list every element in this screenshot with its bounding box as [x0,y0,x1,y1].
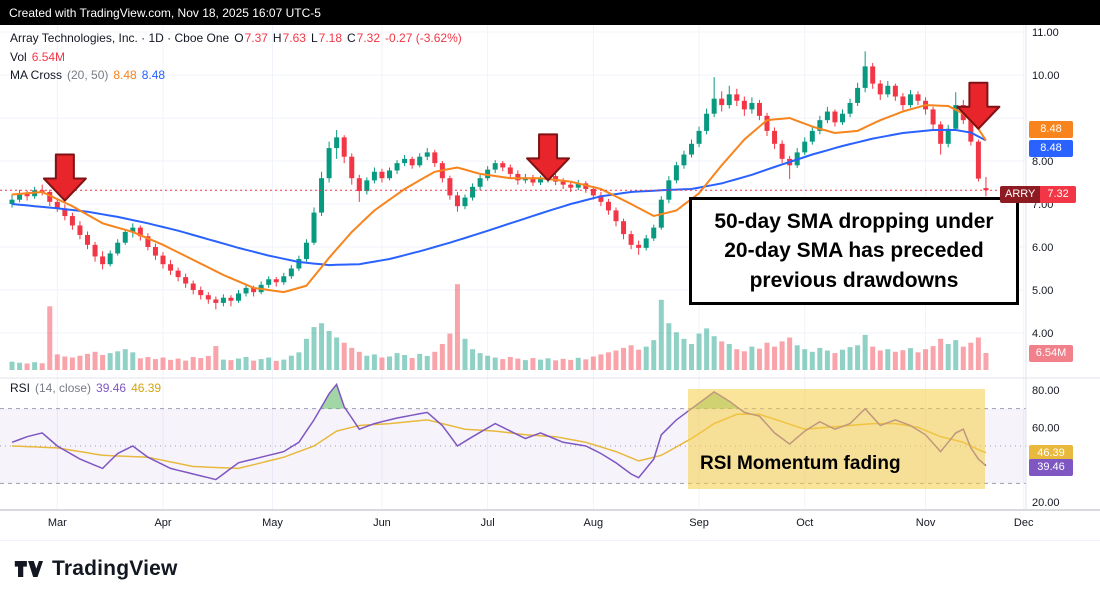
volume-label: Vol [10,50,27,64]
volume-value: 6.54M [31,50,66,64]
month-axis-label: Apr [154,517,171,529]
volume-legend-row[interactable]: Vol 6.54M [10,50,65,64]
attribution-text: Created with TradingView.com, Nov 18, 20… [9,5,321,20]
sma-note-annotation[interactable]: 50-day SMA dropping under 20-day SMA has… [689,197,1019,306]
ma50-value: 8.48 [141,68,166,82]
open-value: 7.37 [244,31,268,45]
ma50-axis-badge: 8.48 [1029,140,1073,158]
ma50-line [11,129,987,267]
price-axis-label: 8.00 [1032,156,1053,168]
rsi-ma-value: 46.39 [131,381,162,395]
sma-note-line-2: 20-day SMA has preceded [724,239,984,263]
close-label: C [347,31,356,45]
rsi-overbought-fill [320,384,346,409]
tradingview-logo-icon[interactable] [14,557,43,581]
attribution-bar: Created with TradingView.com, Nov 18, 20… [0,0,1100,25]
rsi-highlight-annotation[interactable]: RSI Momentum fading [688,389,985,489]
price-axis-label: 11.00 [1032,27,1059,39]
down-arrow-annotation[interactable] [526,133,571,182]
low-value: 7.18 [318,31,342,45]
month-axis-label: Nov [916,517,936,529]
brand-name[interactable]: TradingView [52,557,178,580]
rsi-axis-badge: 39.46 [1029,459,1073,477]
price-axis-label: 10.00 [1032,70,1060,82]
month-axis-label: Sep [689,517,709,529]
open-label: O [234,31,244,45]
high-label: H [272,31,282,45]
month-axis-label: Jul [481,517,495,529]
month-axis-label: Mar [48,517,67,529]
ma-cross-legend-row[interactable]: MA Cross (20, 50) 8.48 8.48 [10,68,165,82]
month-axis-label: Jun [373,517,391,529]
symbol-title: Array Technologies, Inc. · 1D · Cboe One [10,31,230,45]
rsi-label: RSI [10,381,31,395]
rsi-params: (14, close) [35,381,92,395]
rsi-note-text: RSI Momentum fading [700,453,901,474]
price-axis-label: 6.00 [1032,242,1053,254]
rsi-axis-label: 20.00 [1032,497,1060,509]
rsi-value: 39.46 [96,381,127,395]
footer-bar: TradingView [0,540,1100,597]
month-axis-label: Dec [1014,517,1034,529]
down-arrow-annotation[interactable] [956,81,1001,130]
rsi-ma-axis-badge: 46.39 [1029,445,1073,463]
last-price-axis-badge: ARRY 7.32 [1000,186,1076,204]
price-axis-label: 4.00 [1032,328,1053,340]
month-axis-label: Oct [796,517,813,529]
symbol-legend-row[interactable]: Array Technologies, Inc. · 1D · Cboe One… [10,31,462,45]
volume-series [9,284,989,370]
last-price-value: 7.32 [1040,186,1076,204]
ma20-line [11,104,987,294]
month-axis-label: Aug [584,517,604,529]
ma20-axis-badge: 8.48 [1029,121,1073,139]
rsi-axis-label: 60.00 [1032,422,1060,434]
price-chart-canvas[interactable]: Mar Apr May Jun Jul Aug Sep Oct Nov Dec 11.00 10.00… [0,25,1100,540]
sma-note-line-1: 50-day SMA dropping under [714,210,994,233]
high-value: 7.63 [282,31,306,45]
volume-axis-badge: 6.54M [1029,345,1073,363]
month-axis-label: May [262,517,283,529]
down-arrow-annotation[interactable] [42,153,87,202]
sma-note-line-3: previous drawdowns [749,268,959,292]
symbol-badge: ARRY [1000,186,1041,204]
low-label: L [310,31,318,45]
ma-cross-label: MA Cross [10,68,63,82]
rsi-legend-row[interactable]: RSI (14, close) 39.46 46.39 [10,381,161,395]
price-axis-label: 5.00 [1032,285,1053,297]
close-value: 7.32 [356,31,381,45]
ma20-value: 8.48 [113,68,137,82]
ma-cross-params: (20, 50) [67,68,109,82]
rsi-axis-label: 80.00 [1032,385,1060,397]
change-value: -0.27 (-3.62%) [385,31,462,45]
